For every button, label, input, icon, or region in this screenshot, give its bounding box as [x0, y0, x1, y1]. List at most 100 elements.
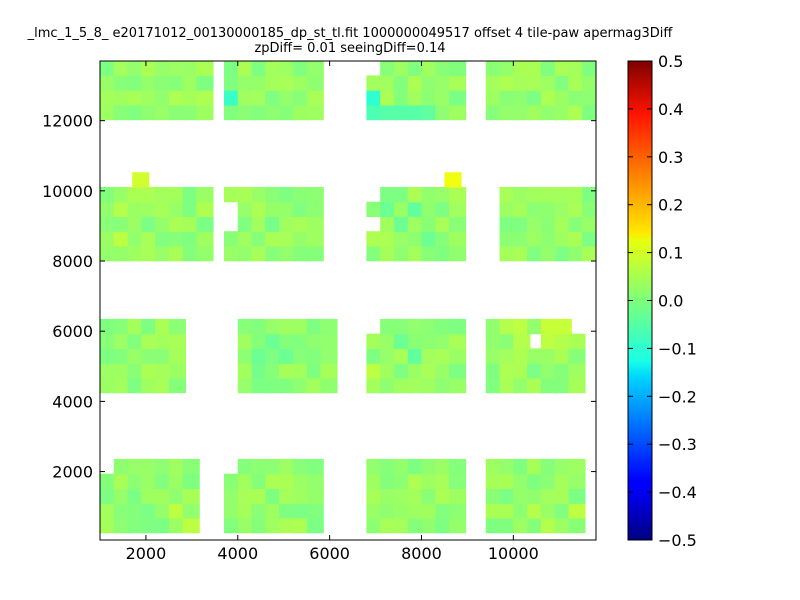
heatmap-cell [279, 216, 297, 232]
heatmap-cell [499, 75, 517, 91]
heatmap-cell [568, 473, 586, 490]
heatmap-cell [141, 201, 159, 218]
heatmap-cell [499, 245, 517, 262]
heatmap-cell [168, 488, 187, 504]
heatmap-cell [292, 473, 311, 490]
heatmap-cell [279, 488, 297, 504]
heatmap-cell [540, 517, 559, 534]
heatmap-cell [568, 503, 586, 519]
heatmap-cell [513, 231, 531, 247]
heatmap-cell [320, 318, 338, 335]
heatmap-cell [292, 61, 311, 76]
heatmap-cell [499, 318, 517, 335]
heatmap-cell [393, 61, 412, 76]
heatmap-cell [449, 231, 467, 247]
heatmap-cell [380, 245, 398, 262]
heatmap-cell [582, 201, 596, 218]
heatmap-cell [513, 377, 531, 394]
heatmap-cell [251, 473, 269, 490]
heatmap-cell [113, 201, 131, 218]
heatmap-cell [251, 503, 269, 519]
heatmap-cell [435, 245, 453, 262]
heatmap-cell [113, 104, 131, 121]
heatmap-cell [513, 363, 531, 379]
heatmap-cell [100, 377, 118, 394]
heatmap-cell [407, 333, 425, 349]
heatmap-cell [540, 245, 559, 262]
heatmap-cell [435, 517, 453, 534]
heatmap-cell [196, 186, 214, 203]
heatmap-cell [421, 377, 439, 394]
heatmap-cell [265, 348, 283, 364]
heatmap-cell [237, 245, 255, 262]
heatmap-cell [527, 186, 545, 203]
heatmap-cell [540, 488, 559, 504]
heatmap-cell [540, 61, 559, 76]
heatmap-cell [237, 517, 255, 534]
heatmap-cell [237, 473, 255, 490]
heatmap-cell [568, 75, 586, 91]
heatmap-cell [513, 245, 531, 262]
heatmap-cell [127, 348, 145, 364]
heatmap-cell [168, 363, 187, 379]
heatmap-cell [292, 245, 311, 262]
heatmap-cell [141, 216, 159, 232]
heatmap-cell [449, 503, 467, 519]
heatmap-cell [182, 488, 200, 504]
heatmap-cell [113, 503, 131, 519]
heatmap-cell [237, 488, 255, 504]
heatmap-cell [554, 333, 572, 349]
heatmap-cell [182, 201, 200, 218]
heatmap-cell [554, 503, 572, 519]
heatmap-cell [100, 333, 118, 349]
colorbar-tick-label: 0.5 [658, 52, 683, 71]
heatmap-cell [127, 186, 145, 203]
heatmap-cell [449, 458, 467, 475]
heatmap-cell [100, 503, 118, 519]
heatmap-cell [499, 216, 517, 232]
heatmap-cell [513, 348, 531, 364]
heatmap-cell [182, 75, 200, 91]
heatmap-cell [224, 75, 242, 91]
heatmap-cell [306, 61, 324, 76]
heatmap-cell [499, 231, 517, 247]
heatmap-cell [141, 363, 159, 379]
heatmap-cell [499, 488, 517, 504]
heatmap-cell [127, 377, 145, 394]
heatmap-cell [568, 61, 586, 76]
heatmap-cell [168, 503, 187, 519]
heatmap-cell [320, 348, 338, 364]
heatmap-cell [499, 363, 517, 379]
heatmap-cell [449, 318, 467, 335]
heatmap-cell [407, 503, 425, 519]
heatmap-cell [141, 377, 159, 394]
heatmap-cell [100, 90, 118, 106]
heatmap-cell [380, 318, 398, 335]
heatmap-cell [224, 245, 242, 262]
heatmap-cell [366, 503, 384, 519]
heatmap-cell [554, 90, 572, 106]
heatmap-cell [499, 348, 517, 364]
heatmap-cell [292, 216, 311, 232]
heatmap-cell [306, 377, 324, 394]
heatmap-cell [554, 488, 572, 504]
heatmap-cell [485, 517, 503, 534]
heatmap-cell [499, 90, 517, 106]
heatmap-cell [444, 172, 462, 188]
heatmap-cell [100, 348, 118, 364]
heatmap-cell [306, 503, 324, 519]
heatmap-cell [306, 90, 324, 106]
heatmap-cell [449, 90, 467, 106]
heatmap-cell [100, 318, 118, 335]
heatmap-cell [449, 201, 467, 218]
heatmap-cell [113, 377, 131, 394]
heatmap-cell [113, 363, 131, 379]
heatmap-cell [196, 104, 214, 121]
heatmap-cell [393, 377, 412, 394]
heatmap-cell [393, 488, 412, 504]
heatmap-cell [113, 245, 131, 262]
heatmap-cell [265, 245, 283, 262]
heatmap-cell [540, 348, 559, 364]
heatmap-cell [435, 377, 453, 394]
heatmap-cell [127, 488, 145, 504]
